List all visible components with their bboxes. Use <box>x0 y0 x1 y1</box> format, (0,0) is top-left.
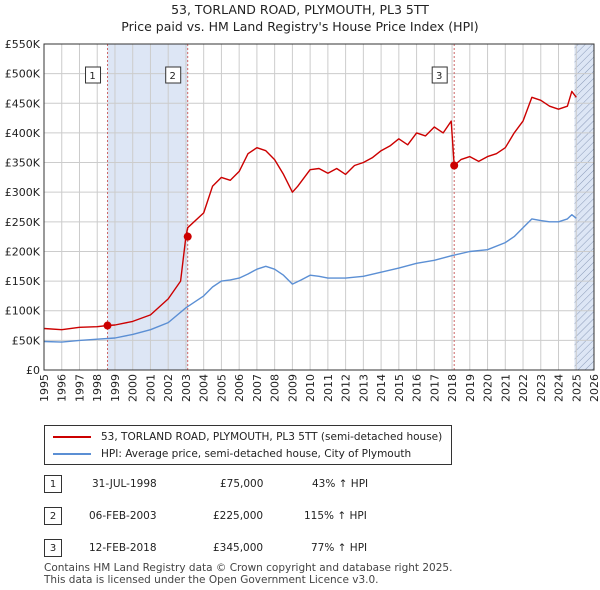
shaded-period <box>107 44 188 370</box>
x-tick-label: 2023 <box>535 374 548 402</box>
x-tick-label: 2004 <box>198 374 211 402</box>
sale-hpi-change: 115% ↑ HPI <box>304 510 367 522</box>
plot-border <box>43 43 595 371</box>
property-price-line <box>44 90 577 331</box>
sales-row: 3 12-FEB-2018 £345,000 77% ↑ HPI <box>0 539 600 557</box>
x-tick-label: 2022 <box>517 374 530 402</box>
y-tick-label: £50K <box>12 334 41 347</box>
price-chart: £0 £50K £100K £150K £200K £250K £300K £350K £400… <box>5 38 600 402</box>
x-tick-label: 2002 <box>162 374 175 402</box>
sale-point <box>450 161 459 170</box>
property-line-swatch <box>53 436 91 438</box>
x-tick-label: 2018 <box>446 374 459 402</box>
sale-point <box>183 232 192 241</box>
x-tick-label: 1997 <box>73 374 86 402</box>
chart-subtitle: Price paid vs. HM Land Registry's House … <box>121 19 479 34</box>
sale-badge-box <box>431 66 448 84</box>
legend-hpi-label: HPI: Average price, semi-detached house,… <box>101 448 412 460</box>
y-tick-label: £450K <box>5 97 41 110</box>
x-tick-label: 2001 <box>144 374 157 402</box>
sale-badge-label: 2 <box>170 71 176 82</box>
footer-licence: This data is licensed under the Open Gov… <box>44 574 379 586</box>
y-tick-label: £150K <box>5 275 41 288</box>
y-tick-label: £400K <box>5 127 41 140</box>
x-tick-label: 2007 <box>251 374 264 402</box>
sale-date: 12-FEB-2018 <box>89 542 157 554</box>
x-tick-label: 2000 <box>127 374 140 402</box>
x-tick-label: 1999 <box>109 374 122 402</box>
sale-date: 31-JUL-1998 <box>92 478 157 490</box>
x-tick-label: 2012 <box>340 374 353 402</box>
x-tick-label: 2024 <box>553 374 566 402</box>
sale-point <box>103 321 112 330</box>
x-tick-label: 2025 <box>570 374 583 402</box>
x-tick-label: 1995 <box>38 374 51 402</box>
x-tick-label: 2005 <box>215 374 228 402</box>
legend-item-hpi: HPI: Average price, semi-detached house,… <box>53 446 411 462</box>
footer-copyright: Contains HM Land Registry data © Crown c… <box>44 562 453 574</box>
x-tick-label: 2021 <box>499 374 512 402</box>
sale-badge-label: 1 <box>89 71 95 82</box>
y-tick-label: £0 <box>26 364 40 377</box>
legend-property-label: 53, TORLAND ROAD, PLYMOUTH, PL3 5TT (sem… <box>101 431 443 443</box>
sale-date: 06-FEB-2003 <box>89 510 157 522</box>
hpi-line-swatch <box>53 453 91 455</box>
sales-row: 2 06-FEB-2003 £225,000 115% ↑ HPI <box>0 507 600 525</box>
x-tick-label: 2006 <box>233 374 246 402</box>
x-tick-label: 2011 <box>322 374 335 402</box>
x-tick-label: 2010 <box>304 374 317 402</box>
x-tick-label: 2020 <box>482 374 495 402</box>
sales-row: 1 31-JUL-1998 £75,000 43% ↑ HPI <box>0 475 600 493</box>
sale-badge-box <box>85 66 102 84</box>
sale-badge-box <box>165 66 182 84</box>
x-tick-label: 2019 <box>464 374 477 402</box>
y-tick-label: £250K <box>5 216 41 229</box>
x-tick-label: 2016 <box>411 374 424 402</box>
sale-hpi-change: 77% ↑ HPI <box>311 542 368 554</box>
x-tick-label: 1998 <box>91 374 104 402</box>
x-tick-label: 2008 <box>269 374 282 402</box>
chart-title: 53, TORLAND ROAD, PLYMOUTH, PL3 5TT <box>171 2 429 17</box>
legend-item-property: 53, TORLAND ROAD, PLYMOUTH, PL3 5TT (sem… <box>53 429 442 445</box>
sale-hpi-change: 43% ↑ HPI <box>312 478 369 490</box>
future-hatch <box>574 44 594 370</box>
x-tick-label: 1996 <box>56 374 69 402</box>
sale-price: £225,000 <box>213 510 264 522</box>
x-tick-label: 2014 <box>375 374 388 402</box>
x-tick-label: 2017 <box>428 374 441 402</box>
y-tick-label: £200K <box>5 245 41 258</box>
y-tick-label: £550K <box>5 38 41 51</box>
x-tick-label: 2013 <box>357 374 370 402</box>
sale-badge-label: 3 <box>436 71 442 82</box>
x-tick-label: 2009 <box>286 374 299 402</box>
y-tick-label: £300K <box>5 186 41 199</box>
x-tick-label: 2026 <box>588 374 600 402</box>
x-tick-label: 2003 <box>180 374 193 402</box>
y-tick-label: £500K <box>5 68 41 81</box>
y-tick-label: £350K <box>5 157 41 170</box>
legend: 53, TORLAND ROAD, PLYMOUTH, PL3 5TT (sem… <box>44 425 452 465</box>
y-tick-label: £100K <box>5 305 41 318</box>
x-tick-label: 2015 <box>393 374 406 402</box>
hpi-line <box>44 214 577 343</box>
sale-price: £345,000 <box>213 542 264 554</box>
sale-price: £75,000 <box>220 478 264 490</box>
